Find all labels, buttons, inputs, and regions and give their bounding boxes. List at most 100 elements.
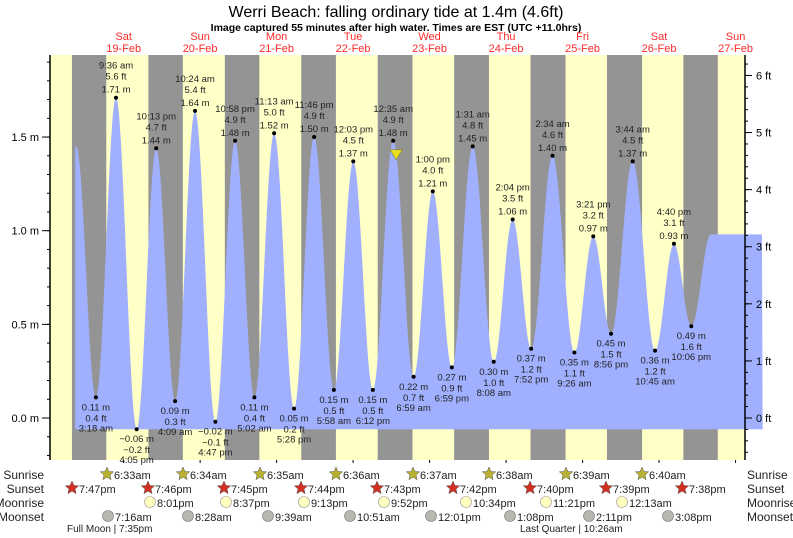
high-tide-time: 1:00 pm xyxy=(416,154,450,165)
high-tide-point xyxy=(154,146,159,151)
low-tide-time: 4:09 am xyxy=(158,427,192,438)
moonrise-icon xyxy=(144,496,156,508)
low-tide-m: −0.06 m xyxy=(119,434,154,445)
low-tide-m: 0.36 m xyxy=(641,356,670,367)
moon-phase-label: Full Moon | 7:35pm xyxy=(67,524,152,535)
high-tide-time: 11:13 am xyxy=(255,96,294,107)
high-tide-m: 1.40 m xyxy=(538,143,567,154)
high-tide-point xyxy=(510,217,515,222)
moonset-time: 10:51am xyxy=(357,512,400,524)
row-label-right-sunrise: Sunrise xyxy=(747,468,788,482)
high-tide-ft: 4.9 ft xyxy=(304,111,325,122)
sunrise-time: 6:37am xyxy=(420,470,457,482)
low-tide-m: 0.15 m xyxy=(358,395,387,406)
sunrise-time: 6:35am xyxy=(267,470,304,482)
low-tide-ft: 0.7 ft xyxy=(403,393,424,404)
high-tide-ft: 4.9 ft xyxy=(383,115,404,126)
day-label-date: 25-Feb xyxy=(565,43,600,55)
high-tide-ft: 4.9 ft xyxy=(225,115,246,126)
day-label-name: Sat xyxy=(651,31,668,43)
moonrise-icon xyxy=(298,496,310,508)
high-tide-ft: 4.5 ft xyxy=(622,135,643,146)
moonset-icon xyxy=(583,510,595,522)
high-tide-point xyxy=(470,144,475,149)
sunset-time: 7:38pm xyxy=(689,484,726,496)
astro-rows: SunriseSunriseSunsetSunsetMoonriseMoonri… xyxy=(0,466,793,535)
low-tide-time: 6:59 pm xyxy=(435,393,469,404)
low-tide-ft: 1.1 ft xyxy=(564,368,585,379)
low-tide-ft: 1.5 ft xyxy=(600,350,621,361)
high-tide-m: 1.21 m xyxy=(418,178,447,189)
sunset-time: 7:44pm xyxy=(308,484,345,496)
sunrise-star-icon xyxy=(175,466,191,481)
low-tide-time: 5:58 am xyxy=(317,416,351,427)
low-tide-ft: 1.0 ft xyxy=(483,378,504,389)
low-tide-ft: 0.5 ft xyxy=(362,406,383,417)
low-tide-point xyxy=(529,346,534,351)
moonset-icon xyxy=(102,510,114,522)
moonset-icon xyxy=(262,510,274,522)
low-tide-m: 0.37 m xyxy=(517,354,546,365)
right-tick-label: 6 ft xyxy=(756,70,771,82)
high-tide-ft: 4.6 ft xyxy=(542,130,563,141)
high-tide-m: 1.37 m xyxy=(618,148,647,159)
low-tide-m: 0.27 m xyxy=(437,372,466,383)
low-tide-point xyxy=(653,348,658,353)
row-label-left-moonset: Moonset xyxy=(0,510,45,524)
low-tide-ft: −0.2 ft xyxy=(123,445,150,456)
high-tide-ft: 5.0 ft xyxy=(264,107,285,118)
high-tide-time: 3:44 am xyxy=(616,124,650,135)
low-tide-ft: 0.9 ft xyxy=(441,383,462,394)
high-tide-m: 1.48 m xyxy=(379,128,408,139)
sunset-star-icon xyxy=(293,480,309,495)
left-tick-label: 0.5 m xyxy=(11,319,39,331)
day-label-date: 19-Feb xyxy=(106,43,141,55)
moonset-icon xyxy=(182,510,194,522)
day-label-date: 20-Feb xyxy=(183,43,218,55)
row-label-right-moonset: Moonset xyxy=(747,510,793,524)
low-tide-point xyxy=(173,399,178,404)
low-tide-ft: 0.4 ft xyxy=(244,413,265,424)
sunrise-time: 6:40am xyxy=(649,470,686,482)
day-label-name: Wed xyxy=(418,31,440,43)
low-tide-m: 0.05 m xyxy=(280,414,309,425)
row-label-right-moonrise: Moonrise xyxy=(747,496,793,510)
right-tick-label: 5 ft xyxy=(756,128,771,140)
low-tide-time: 9:26 am xyxy=(557,378,591,389)
day-label-date: 22-Feb xyxy=(336,43,371,55)
moonrise-icon xyxy=(460,496,472,508)
low-tide-ft: 1.2 ft xyxy=(645,367,666,378)
moonrise-time: 9:13pm xyxy=(311,498,348,510)
sunrise-time: 6:33am xyxy=(114,470,151,482)
low-tide-point xyxy=(213,419,218,424)
moonset-icon xyxy=(662,510,674,522)
low-tide-time: 6:12 pm xyxy=(356,416,390,427)
low-tide-ft: −0.1 ft xyxy=(202,438,229,449)
low-tide-m: 0.11 m xyxy=(82,402,110,413)
moonset-time: 9:39am xyxy=(275,512,312,524)
low-tide-point xyxy=(292,406,297,411)
low-tide-ft: 1.6 ft xyxy=(681,342,702,353)
low-tide-m: 0.22 m xyxy=(399,382,428,393)
high-tide-time: 11:46 pm xyxy=(295,100,334,111)
high-tide-ft: 3.5 ft xyxy=(502,193,523,204)
sunset-time: 7:47pm xyxy=(79,484,116,496)
sunset-star-icon xyxy=(522,480,538,495)
low-tide-m: 0.11 m xyxy=(240,402,268,413)
high-tide-time: 10:13 pm xyxy=(136,111,176,122)
sunset-star-icon xyxy=(445,480,461,495)
low-tide-ft: 1.2 ft xyxy=(521,365,542,376)
right-tick-label: 2 ft xyxy=(756,299,771,311)
high-tide-point xyxy=(113,95,118,100)
low-tide-m: 0.35 m xyxy=(560,357,589,368)
moonset-time: 8:28am xyxy=(195,512,232,524)
moonrise-icon xyxy=(540,496,552,508)
high-tide-point xyxy=(233,138,238,143)
high-tide-time: 3:21 pm xyxy=(576,199,610,210)
high-tide-ft: 4.8 ft xyxy=(462,120,483,131)
high-tide-point xyxy=(430,189,435,194)
high-tide-m: 1.45 m xyxy=(458,133,487,144)
high-tide-time: 9:36 am xyxy=(99,61,133,72)
sunset-star-icon xyxy=(369,480,385,495)
